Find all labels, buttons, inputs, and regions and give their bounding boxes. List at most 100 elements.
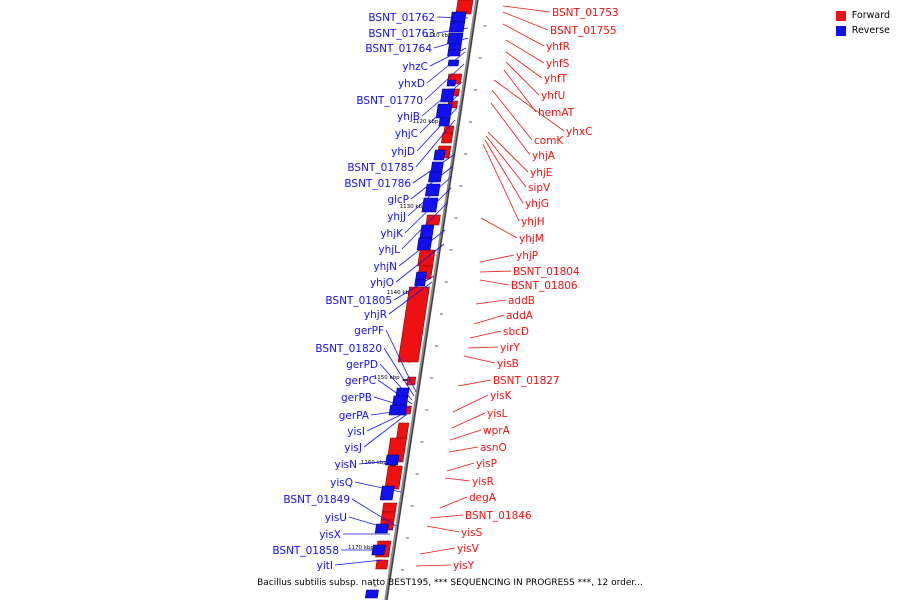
forward-leader-line — [448, 446, 479, 453]
label-leader-lines — [334, 5, 565, 567]
forward-leader-line — [444, 477, 471, 482]
forward-swatch — [835, 10, 846, 21]
forward-gene-label: degA — [469, 492, 497, 504]
reverse-gene-arrow — [446, 79, 457, 87]
reverse-gene-arrow — [388, 404, 407, 416]
forward-gene-label: addB — [508, 295, 535, 307]
gene-arrows — [364, 0, 474, 599]
reverse-gene-arrow — [415, 271, 428, 281]
forward-gene-label: yhfU — [541, 90, 565, 102]
forward-gene-label: comK — [534, 135, 564, 147]
reverse-leader-line — [401, 201, 449, 250]
forward-leader-line — [502, 5, 551, 13]
reverse-leader-line — [395, 243, 445, 283]
forward-gene-label: yhjE — [530, 167, 552, 179]
reverse-leader-line — [436, 27, 469, 34]
forward-leader-line — [475, 299, 507, 305]
forward-leader-line — [479, 254, 515, 263]
forward-gene-label: yirY — [500, 342, 520, 354]
reverse-leader-line — [334, 559, 383, 566]
forward-gene-label: sipV — [528, 182, 551, 194]
reverse-gene-label: BSNT_01785 — [347, 162, 414, 174]
reverse-gene-arrow — [419, 224, 435, 239]
forward-leader-line — [490, 102, 531, 156]
forward-leader-line — [482, 143, 520, 222]
reverse-gene-arrow — [447, 49, 461, 57]
reverse-leader-line — [415, 119, 456, 168]
forward-gene-label: BSNT_01755 — [550, 25, 617, 37]
reverse-gene-label: yisX — [319, 529, 341, 541]
forward-leader-line — [480, 217, 518, 239]
kbp-label: 1170 kbp — [348, 545, 374, 551]
reverse-leader-line — [398, 229, 446, 267]
forward-gene-label: sbcD — [503, 326, 529, 338]
reverse-gene-arrow — [428, 171, 443, 183]
forward-gene-arrow — [384, 465, 403, 490]
forward-leader-line — [449, 429, 482, 441]
reverse-leader-line — [412, 153, 456, 184]
kbp-label: 1160 kbp — [361, 460, 387, 466]
reverse-gene-label: yhjJ — [387, 211, 406, 223]
map-caption: Bacillus subtilis subsp. natto BEST195, … — [257, 578, 643, 588]
reverse-gene-label: glcP — [387, 194, 409, 206]
forward-gene-label: yisY — [453, 560, 475, 572]
legend-reverse-label: Reverse — [851, 25, 890, 36]
reverse-leader-line — [424, 63, 465, 101]
reverse-gene-label: yisI — [347, 426, 365, 438]
forward-leader-line — [502, 23, 545, 47]
reverse-leader-line — [419, 93, 460, 134]
reverse-leader-line — [410, 165, 454, 200]
forward-leader-line — [479, 270, 512, 273]
reverse-gene-arrow — [446, 32, 464, 45]
reverse-gene-arrow — [433, 149, 446, 161]
forward-gene-label: yisV — [457, 543, 480, 555]
forward-leader-line — [487, 131, 529, 173]
reverse-leader-line — [421, 81, 463, 117]
forward-gene-label: BSNT_01806 — [511, 280, 578, 292]
forward-leader-line — [439, 496, 468, 509]
reverse-gene-label: gerPF — [354, 325, 384, 337]
reverse-gene-label: gerPC — [345, 375, 376, 387]
axis-line — [384, 0, 479, 600]
forward-gene-label: hemAT — [538, 107, 575, 119]
forward-gene-arrow — [375, 559, 389, 570]
reverse-gene-label: BSNT_01805 — [325, 295, 392, 307]
forward-leader-line — [426, 525, 460, 533]
forward-leader-line — [429, 514, 464, 519]
reverse-gene-arrow — [421, 197, 439, 213]
forward-leader-line — [491, 89, 533, 141]
forward-leader-line — [457, 379, 492, 387]
forward-gene-arrow — [396, 422, 410, 439]
forward-gene-label: wprA — [483, 425, 511, 437]
forward-gene-label: yhjH — [521, 216, 545, 228]
forward-leader-line — [469, 330, 502, 339]
axis-line-edge — [386, 0, 479, 600]
reverse-gene-arrow — [374, 523, 389, 534]
reverse-leader-line — [393, 275, 435, 301]
genome-axis — [384, 0, 479, 600]
forward-leader-line — [505, 51, 543, 79]
reverse-leader-line — [433, 37, 469, 49]
reverse-gene-label: BSNT_01858 — [272, 545, 339, 557]
reverse-leader-line — [436, 16, 469, 19]
reverse-gene-arrow — [416, 237, 433, 251]
forward-gene-arrow — [381, 502, 398, 513]
forward-leader-line — [479, 279, 510, 286]
reverse-gene-label: BSNT_01764 — [365, 43, 432, 55]
reverse-leader-line — [407, 175, 453, 217]
reverse-leader-line — [404, 187, 452, 234]
reverse-gene-label: gerPD — [346, 359, 378, 371]
reverse-gene-label: yisN — [335, 459, 357, 471]
forward-gene-label: yisS — [461, 527, 483, 539]
forward-gene-label: yisP — [476, 458, 497, 470]
reverse-leader-line — [348, 516, 394, 531]
reverse-leader-line — [377, 379, 413, 405]
forward-gene-label: BSNT_01846 — [465, 510, 532, 522]
forward-gene-label: BSNT_01804 — [513, 266, 580, 278]
forward-gene-arrow — [380, 511, 396, 521]
reverse-gene-label: gerPB — [341, 392, 372, 404]
forward-leader-line — [473, 314, 505, 325]
forward-leader-line — [446, 462, 475, 472]
forward-gene-label: yisR — [472, 476, 494, 488]
forward-gene-label: yisB — [497, 358, 519, 370]
